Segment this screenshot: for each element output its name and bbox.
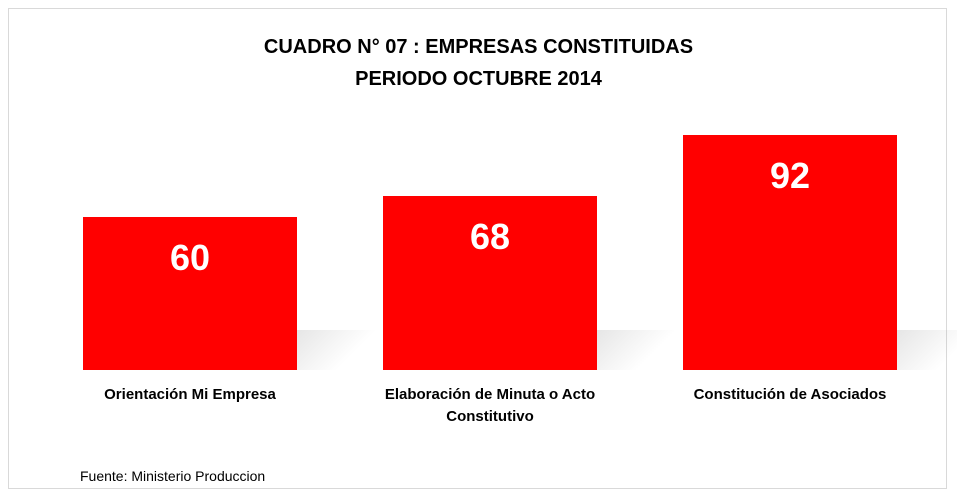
x-tick-label: Constitución de Asociados <box>693 386 887 403</box>
source-note: Fuente: Ministerio Produccion <box>80 468 266 484</box>
bar <box>383 196 597 370</box>
x-tick-label: Elaboración de Minuta o Acto Constitutiv… <box>384 386 596 425</box>
value-label: 68 <box>469 216 511 258</box>
bar <box>83 216 297 370</box>
chart-subtitle: PERIODO OCTUBRE 2014 <box>355 68 602 90</box>
value-label: 60 <box>169 236 211 278</box>
x-tick-label: Orientación Mi Empresa <box>104 386 276 403</box>
chart-frame <box>8 8 947 489</box>
bar <box>683 135 897 370</box>
value-label: 92 <box>769 155 811 196</box>
chart-title: CUADRO N° 07 : EMPRESAS CONSTITUIDAS <box>263 36 694 58</box>
